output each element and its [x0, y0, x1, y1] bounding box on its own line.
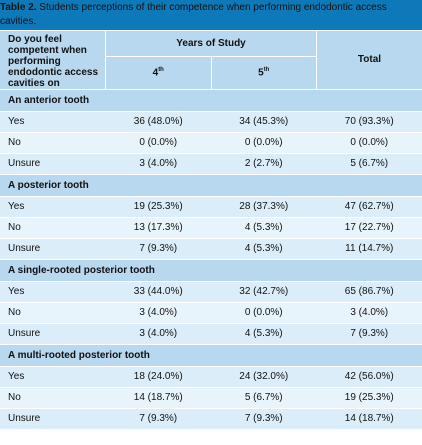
group-name: An anterior tooth	[0, 89, 422, 112]
table-row: Unsure 7 (9.3%) 4 (5.3%) 11 (14.7%)	[0, 238, 422, 260]
total-value: 42 (56.0%)	[316, 366, 422, 388]
total-value: 65 (86.7%)	[316, 281, 422, 303]
year-4-value: 3 (4.0%)	[105, 302, 211, 324]
year-5-value: 4 (5.3%)	[211, 238, 317, 260]
table-row: Yes 19 (25.3%) 28 (37.3%) 47 (62.7%)	[0, 196, 422, 218]
row-label: Yes	[0, 366, 106, 388]
year-4-value: 0 (0.0%)	[105, 132, 211, 154]
row-label: Unsure	[0, 238, 106, 260]
row-label: Yes	[0, 196, 106, 218]
table-row: No 14 (18.7%) 5 (6.7%) 19 (25.3%)	[0, 387, 422, 409]
group-header-row: A posterior tooth	[0, 174, 422, 197]
year-5-value: 28 (37.3%)	[211, 196, 317, 218]
total-value: 17 (22.7%)	[316, 217, 422, 239]
total-value: 47 (62.7%)	[316, 196, 422, 218]
year-5-value: 4 (5.3%)	[211, 323, 317, 345]
group-name: A single-rooted posterior tooth	[0, 259, 422, 282]
total-value: 11 (14.7%)	[316, 238, 422, 260]
total-value: 19 (25.3%)	[316, 387, 422, 409]
year-5-value: 7 (9.3%)	[211, 408, 317, 430]
year-5-value: 4 (5.3%)	[211, 217, 317, 239]
table-row: Yes 33 (44.0%) 32 (42.7%) 65 (86.7%)	[0, 281, 422, 303]
year-4-header: 4th	[105, 56, 212, 90]
group-header-row: A single-rooted posterior tooth	[0, 259, 422, 282]
total-header: Total	[316, 30, 422, 90]
year-4-value: 3 (4.0%)	[105, 323, 211, 345]
row-label: No	[0, 132, 106, 154]
year-5-value: 0 (0.0%)	[211, 302, 317, 324]
group-name: A multi-rooted posterior tooth	[0, 344, 422, 367]
row-label: No	[0, 302, 106, 324]
year-5-value: 32 (42.7%)	[211, 281, 317, 303]
table-row: No 13 (17.3%) 4 (5.3%) 17 (22.7%)	[0, 217, 422, 239]
year-4-value: 13 (17.3%)	[105, 217, 211, 239]
row-label: Unsure	[0, 408, 106, 430]
total-value: 70 (93.3%)	[316, 111, 422, 133]
row-label: Unsure	[0, 153, 106, 175]
table-caption: Table 2. Students perceptions of their c…	[0, 0, 422, 31]
table-row: Yes 18 (24.0%) 24 (32.0%) 42 (56.0%)	[0, 366, 422, 388]
year-4-value: 3 (4.0%)	[105, 153, 211, 175]
row-label: Yes	[0, 111, 106, 133]
year-4-value: 14 (18.7%)	[105, 387, 211, 409]
years-of-study-header: Years of Study	[105, 30, 317, 58]
year-5-value: 2 (2.7%)	[211, 153, 317, 175]
caption-text: Students perceptions of their competence…	[0, 1, 387, 27]
table-row: Unsure 7 (9.3%) 7 (9.3%) 14 (18.7%)	[0, 408, 422, 430]
year-5-header: 5th	[211, 56, 317, 90]
table-row: Yes 36 (48.0%) 34 (45.3%) 70 (93.3%)	[0, 111, 422, 133]
table-row: No 0 (0.0%) 0 (0.0%) 0 (0.0%)	[0, 132, 422, 154]
year-4-value: 33 (44.0%)	[105, 281, 211, 303]
caption-label: Table 2.	[0, 1, 37, 13]
total-value: 5 (6.7%)	[316, 153, 422, 175]
row-label: Unsure	[0, 323, 106, 345]
total-value: 7 (9.3%)	[316, 323, 422, 345]
group-header-row: An anterior tooth	[0, 89, 422, 112]
total-value: 0 (0.0%)	[316, 132, 422, 154]
group-name: A posterior tooth	[0, 174, 422, 197]
year-4-value: 18 (24.0%)	[105, 366, 211, 388]
table-row: Unsure 3 (4.0%) 4 (5.3%) 7 (9.3%)	[0, 323, 422, 345]
year-5-value: 0 (0.0%)	[211, 132, 317, 154]
total-value: 3 (4.0%)	[316, 302, 422, 324]
question-header: Do you feel competent when performing en…	[0, 30, 106, 90]
row-label: Yes	[0, 281, 106, 303]
table-row: Unsure 3 (4.0%) 2 (2.7%) 5 (6.7%)	[0, 153, 422, 175]
row-label: No	[0, 217, 106, 239]
year-4-value: 7 (9.3%)	[105, 408, 211, 430]
row-label: No	[0, 387, 106, 409]
year-5-value: 24 (32.0%)	[211, 366, 317, 388]
year-5-value: 34 (45.3%)	[211, 111, 317, 133]
total-value: 14 (18.7%)	[316, 408, 422, 430]
group-header-row: A multi-rooted posterior tooth	[0, 344, 422, 367]
year-4-value: 19 (25.3%)	[105, 196, 211, 218]
results-table: Table 2. Students perceptions of their c…	[0, 0, 422, 430]
year-5-value: 5 (6.7%)	[211, 387, 317, 409]
year-4-value: 7 (9.3%)	[105, 238, 211, 260]
table-body: An anterior tooth Yes 36 (48.0%) 34 (45.3%)…	[0, 89, 422, 430]
year-4-value: 36 (48.0%)	[105, 111, 211, 133]
table-row: No 3 (4.0%) 0 (0.0%) 3 (4.0%)	[0, 302, 422, 324]
